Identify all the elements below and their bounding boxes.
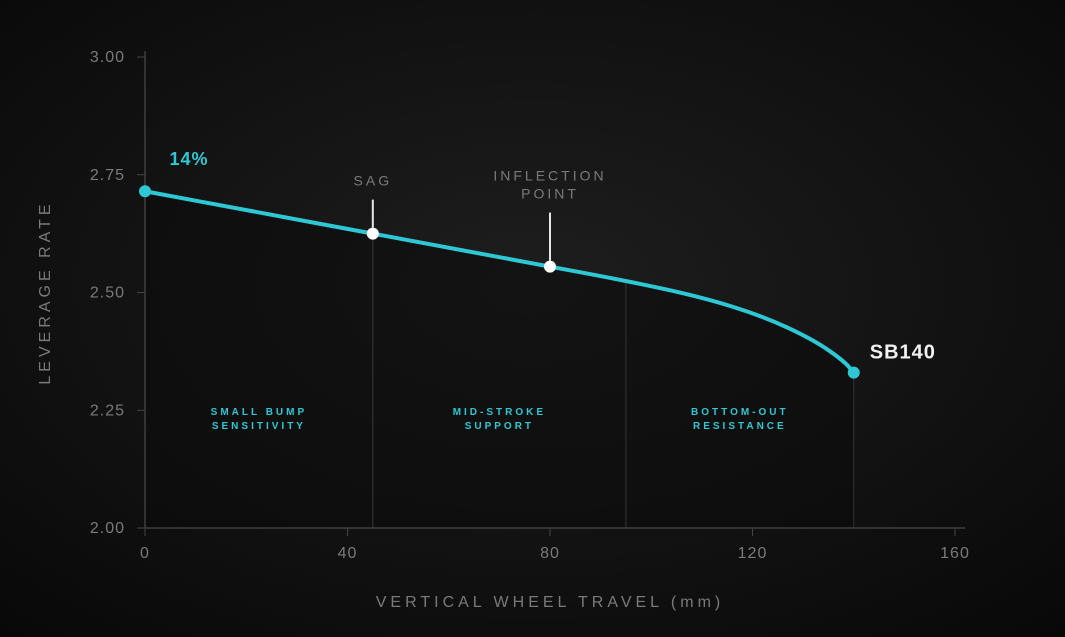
region-mid-stroke <box>373 234 626 528</box>
y-tick-label: 2.00 <box>90 520 125 537</box>
y-tick-label: 3.00 <box>90 49 125 66</box>
series-end-marker <box>848 367 860 379</box>
region-label-bottom-out: RESISTANCE <box>693 421 787 432</box>
x-tick-label: 40 <box>338 545 358 562</box>
y-tick-label: 2.75 <box>90 167 125 184</box>
sag-label: SAG <box>354 173 393 189</box>
percent-label: 14% <box>169 149 208 169</box>
y-tick-label: 2.50 <box>90 285 125 302</box>
x-tick-label: 160 <box>940 545 970 562</box>
x-tick-label: 0 <box>140 545 150 562</box>
inflection-label: POINT <box>521 186 579 202</box>
sag-marker <box>367 228 379 240</box>
leverage-rate-chart: 0 40 80 120 160 2.00 2.25 2.50 2.75 3.00 VERTICAL … <box>0 0 1065 637</box>
y-axis-title: LEVERAGE RATE <box>37 200 54 384</box>
x-axis-title: VERTICAL WHEEL TRAVEL (mm) <box>376 594 724 611</box>
inflection-label: INFLECTION <box>493 168 606 184</box>
x-tick-label: 80 <box>540 545 560 562</box>
region-small-bump <box>145 191 373 528</box>
x-tick-label: 120 <box>738 545 768 562</box>
region-label-mid-stroke: MID-STROKE <box>453 407 546 418</box>
inflection-marker <box>544 261 556 273</box>
region-label-small-bump: SENSITIVITY <box>212 421 306 432</box>
region-label-mid-stroke: SUPPORT <box>465 421 534 432</box>
y-tick-label: 2.25 <box>90 402 125 419</box>
series-start-marker <box>139 185 151 197</box>
region-label-small-bump: SMALL BUMP <box>211 407 307 418</box>
region-label-bottom-out: BOTTOM-OUT <box>691 407 789 418</box>
series-label: SB140 <box>870 342 936 364</box>
